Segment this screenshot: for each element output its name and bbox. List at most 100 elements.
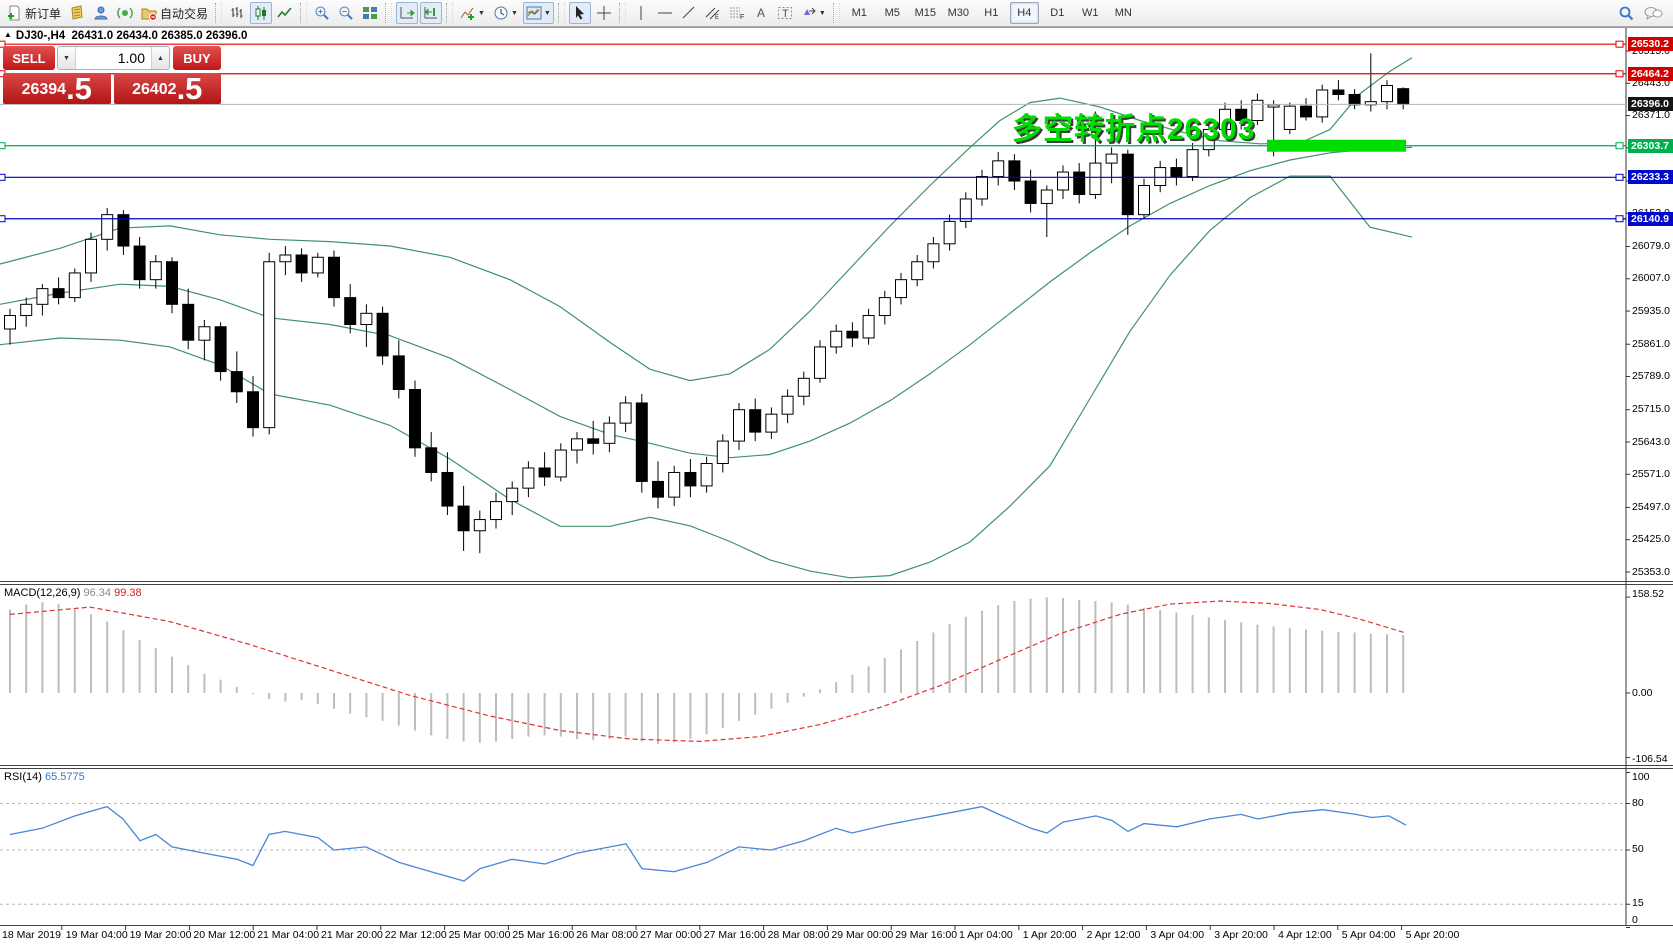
bollinger-lower-band xyxy=(0,175,1413,579)
candle-body xyxy=(166,261,178,305)
candle-body xyxy=(1202,128,1215,151)
candle-body xyxy=(295,254,308,274)
candlestick-chart-button[interactable] xyxy=(250,2,273,24)
fibonacci-button[interactable]: F xyxy=(726,2,748,24)
candle-body xyxy=(263,261,276,429)
chat-button[interactable] xyxy=(1640,2,1666,24)
periods-dropdown-icon[interactable]: ▼ xyxy=(510,9,518,17)
candlestick-chart-icon xyxy=(255,6,267,20)
text-button[interactable]: A xyxy=(750,2,772,24)
search-button[interactable] xyxy=(1615,2,1638,24)
periods-button[interactable]: ▼ xyxy=(490,2,521,24)
auto-scroll-button[interactable] xyxy=(396,2,419,24)
volume-input[interactable] xyxy=(76,47,151,69)
channel-button[interactable]: E xyxy=(702,2,724,24)
candle-body xyxy=(4,315,16,330)
cursor-icon xyxy=(575,6,584,20)
candle-body xyxy=(441,471,454,507)
bar-chart-button[interactable] xyxy=(226,2,248,24)
line-handle-left[interactable] xyxy=(0,215,6,223)
candle-body xyxy=(1235,108,1248,121)
indicators-button[interactable]: ▼ xyxy=(457,2,488,24)
crosshair-button[interactable] xyxy=(593,2,615,24)
market-watch-button[interactable] xyxy=(66,2,88,24)
candle-body xyxy=(52,288,65,299)
timeframe-button-MN[interactable]: MN xyxy=(1114,7,1132,19)
line-handle-right[interactable] xyxy=(1615,40,1624,48)
indicators-dropdown-icon[interactable]: ▼ xyxy=(478,9,485,17)
candle-body xyxy=(360,312,373,326)
candle-body xyxy=(392,355,405,391)
indicators-icon xyxy=(460,7,475,20)
buy-price-box[interactable]: 26402.5 xyxy=(113,71,221,106)
trendline-button[interactable] xyxy=(678,2,700,24)
candle-body xyxy=(571,438,583,451)
candle-body xyxy=(1154,167,1167,187)
candle-body xyxy=(457,505,470,532)
buy-button[interactable]: BUY xyxy=(173,46,221,70)
line-handle-right[interactable] xyxy=(1615,70,1624,78)
candle-body xyxy=(522,467,535,489)
timeframe-button-M5[interactable]: M5 xyxy=(884,7,900,19)
candle-body xyxy=(554,449,567,478)
line-handle-right[interactable] xyxy=(1615,142,1624,150)
line-handle-right[interactable] xyxy=(1615,173,1624,181)
vertical-line-button[interactable] xyxy=(630,2,652,24)
horizontal-line-button[interactable] xyxy=(654,2,676,24)
zoom-out-button[interactable] xyxy=(335,2,357,24)
candle-body xyxy=(1267,104,1280,108)
autotrading-button[interactable]: 自动交易 xyxy=(138,2,211,24)
volume-stepper[interactable]: ▼ ▲ xyxy=(57,46,170,70)
buy-price-frac: .5 xyxy=(176,71,203,106)
candle-body xyxy=(765,413,778,433)
text-label-button[interactable]: T xyxy=(774,2,796,24)
candle-body xyxy=(247,391,259,429)
line-handle-right[interactable] xyxy=(1615,215,1624,223)
zoom-in-button[interactable] xyxy=(311,2,333,24)
tile-windows-button[interactable] xyxy=(359,2,381,24)
svg-text:A: A xyxy=(757,6,765,20)
candle-body xyxy=(927,243,940,263)
horizontal-line-icon xyxy=(657,12,672,14)
fibonacci-icon: F xyxy=(729,7,744,21)
support-highlight-bar[interactable] xyxy=(1267,139,1406,152)
timeframe-button-W1[interactable]: W1 xyxy=(1082,7,1099,19)
arrows-button[interactable]: ▼ xyxy=(798,2,829,24)
chart-shift-button[interactable] xyxy=(420,2,443,24)
market-watch-icon xyxy=(71,5,83,20)
sell-button[interactable]: SELL xyxy=(3,46,55,70)
candle-body xyxy=(425,447,438,473)
line-handle-left[interactable] xyxy=(0,173,6,181)
timeframe-button-M30[interactable]: M30 xyxy=(947,7,969,19)
line-chart-button[interactable] xyxy=(274,2,296,24)
volume-increase-button[interactable]: ▲ xyxy=(151,47,169,69)
svg-text:F: F xyxy=(740,14,744,21)
arrows-dropdown-icon[interactable]: ▼ xyxy=(818,9,826,17)
candle-body xyxy=(668,471,681,498)
new-order-button[interactable]: 新订单 xyxy=(3,2,64,24)
candle-body xyxy=(198,326,211,341)
rsi-line xyxy=(9,805,1407,882)
bollinger-upper-band xyxy=(0,57,1413,382)
candle-body xyxy=(684,471,697,487)
sell-price-box[interactable]: 26394.5 xyxy=(3,73,111,104)
navigator-button[interactable] xyxy=(114,2,136,24)
line-handle-left[interactable] xyxy=(0,40,6,48)
volume-decrease-button[interactable]: ▼ xyxy=(58,47,76,69)
templates-button[interactable]: ▼ xyxy=(522,2,554,24)
candle-body xyxy=(1057,171,1069,191)
candle-body xyxy=(895,279,907,299)
timeframe-button-M1[interactable]: M1 xyxy=(851,7,867,19)
data-window-button[interactable] xyxy=(90,2,112,24)
candle-body xyxy=(716,440,729,465)
templates-dropdown-icon[interactable]: ▼ xyxy=(543,9,551,17)
timeframe-button-D1[interactable]: D1 xyxy=(1050,7,1065,19)
line-handle-left[interactable] xyxy=(0,142,6,150)
timeframe-button-H1[interactable]: H1 xyxy=(984,7,999,19)
cursor-button[interactable] xyxy=(568,2,591,24)
timeframe-button-M15[interactable]: M15 xyxy=(914,7,936,19)
timeframe-button-H4[interactable]: H4 xyxy=(1009,2,1039,24)
